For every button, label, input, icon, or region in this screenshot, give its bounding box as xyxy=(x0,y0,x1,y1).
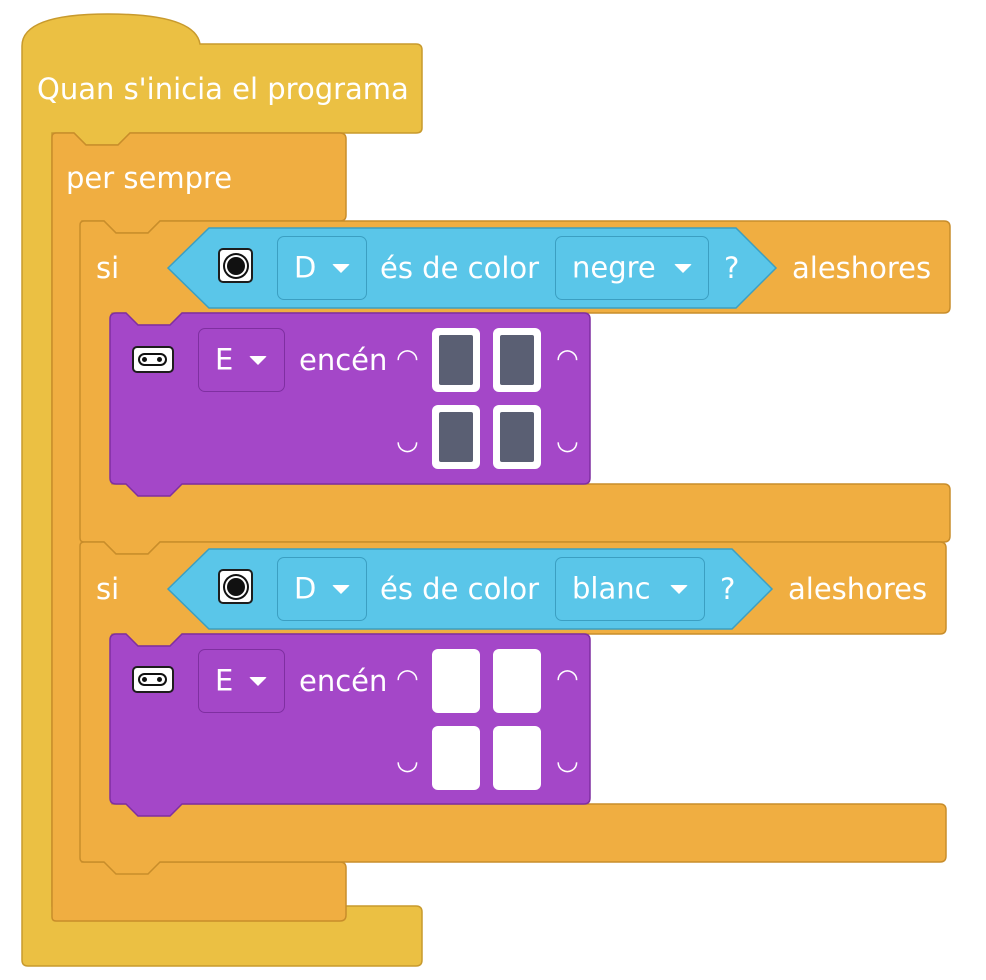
arc-bottom-left-icon: ◡ xyxy=(396,746,419,776)
if-label-2: si xyxy=(96,572,120,606)
light-port-value: E xyxy=(215,342,234,377)
distance-sensor-eyes-icon xyxy=(132,346,174,373)
arc-bottom-right-icon: ◡ xyxy=(556,426,579,456)
chevron-down-icon xyxy=(332,585,350,594)
question-mark-2: ? xyxy=(720,572,736,606)
led-1-bottom-left[interactable] xyxy=(432,405,480,469)
led-2-top-left[interactable] xyxy=(432,649,480,713)
chevron-down-icon xyxy=(670,585,688,594)
light-port-value: E xyxy=(215,663,234,698)
sensor-port-value: D xyxy=(294,250,317,285)
color-dropdown-2[interactable]: blanc xyxy=(555,557,705,621)
hat-block-label: Quan s'inicia el programa xyxy=(37,72,409,106)
action-label-2: encén xyxy=(299,664,388,698)
led-1-top-right[interactable] xyxy=(493,328,541,392)
color-value: negre xyxy=(572,250,656,285)
chevron-down-icon xyxy=(249,677,267,686)
color-sensor-icon xyxy=(218,248,253,283)
led-2-bottom-left[interactable] xyxy=(432,726,480,790)
condition-label-1: és de color xyxy=(380,251,540,285)
chevron-down-icon xyxy=(249,356,267,365)
arc-bottom-left-icon: ◡ xyxy=(396,426,419,456)
color-value: blanc xyxy=(572,571,651,606)
led-2-bottom-right[interactable] xyxy=(493,726,541,790)
condition-label-2: és de color xyxy=(380,572,540,606)
forever-block-label: per sempre xyxy=(66,161,233,195)
sensor-port-dropdown-2[interactable]: D xyxy=(277,557,367,621)
then-label-1: aleshores xyxy=(792,251,932,285)
if-label-1: si xyxy=(96,251,120,285)
question-mark-1: ? xyxy=(724,251,740,285)
chevron-down-icon xyxy=(674,264,692,273)
led-2-top-right[interactable] xyxy=(493,649,541,713)
arc-top-left-icon: ◠ xyxy=(396,344,419,374)
arc-top-right-icon: ◠ xyxy=(556,344,579,374)
action-label-1: encén xyxy=(299,343,388,377)
arc-top-left-icon: ◠ xyxy=(396,664,419,694)
distance-sensor-eyes-icon xyxy=(132,666,174,693)
color-sensor-icon xyxy=(218,569,253,604)
arc-top-right-icon: ◠ xyxy=(556,664,579,694)
light-port-dropdown-1[interactable]: E xyxy=(198,328,285,392)
then-label-2: aleshores xyxy=(788,572,928,606)
color-dropdown-1[interactable]: negre xyxy=(555,236,709,300)
arc-bottom-right-icon: ◡ xyxy=(556,746,579,776)
chevron-down-icon xyxy=(332,264,350,273)
led-1-top-left[interactable] xyxy=(432,328,480,392)
led-1-bottom-right[interactable] xyxy=(493,405,541,469)
light-port-dropdown-2[interactable]: E xyxy=(198,649,285,713)
sensor-port-dropdown-1[interactable]: D xyxy=(277,236,367,300)
hat-block[interactable] xyxy=(21,13,423,967)
sensor-port-value: D xyxy=(294,571,317,606)
